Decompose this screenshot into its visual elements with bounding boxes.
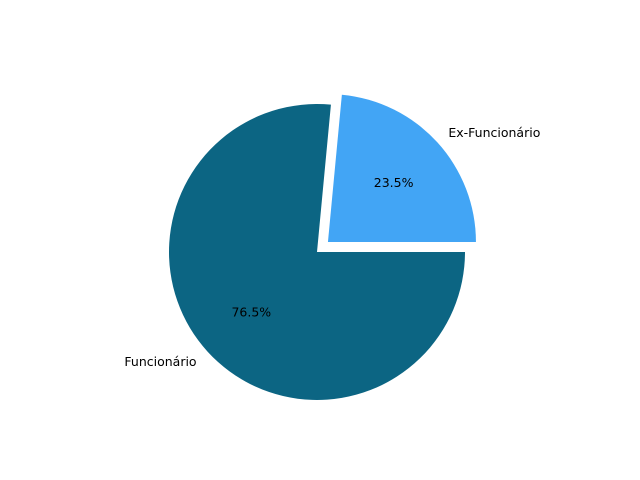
pie-slice-1	[327, 94, 476, 243]
slice-category-label-2: Funcionário	[124, 354, 196, 369]
slice-percent-label-2: 76.5%	[231, 304, 271, 319]
slice-category-label-1: Ex-Funcionário	[448, 125, 540, 140]
pie-slice-2	[169, 104, 466, 400]
slice-percent-label-1: 23.5%	[374, 175, 414, 190]
pie-slices	[169, 94, 476, 400]
pie-labels: Ex-Funcionário 23.5% Funcionário 76.5%	[124, 125, 540, 369]
